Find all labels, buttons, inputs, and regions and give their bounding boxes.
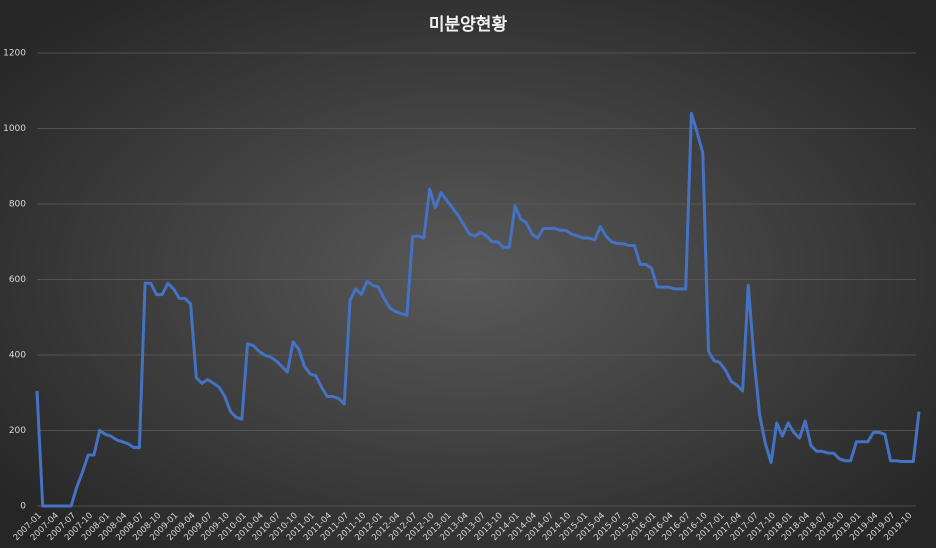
y-tick-label: 0 [20, 502, 26, 512]
y-tick-label: 1200 [3, 49, 26, 59]
y-tick-label: 400 [9, 351, 26, 361]
y-tick-label: 600 [9, 275, 26, 285]
y-tick-label: 800 [9, 200, 26, 210]
y-tick-label: 200 [9, 426, 26, 436]
data-line [35, 111, 921, 508]
y-tick-label: 1000 [3, 124, 26, 134]
chart-title: 미분양현황 [429, 15, 508, 35]
